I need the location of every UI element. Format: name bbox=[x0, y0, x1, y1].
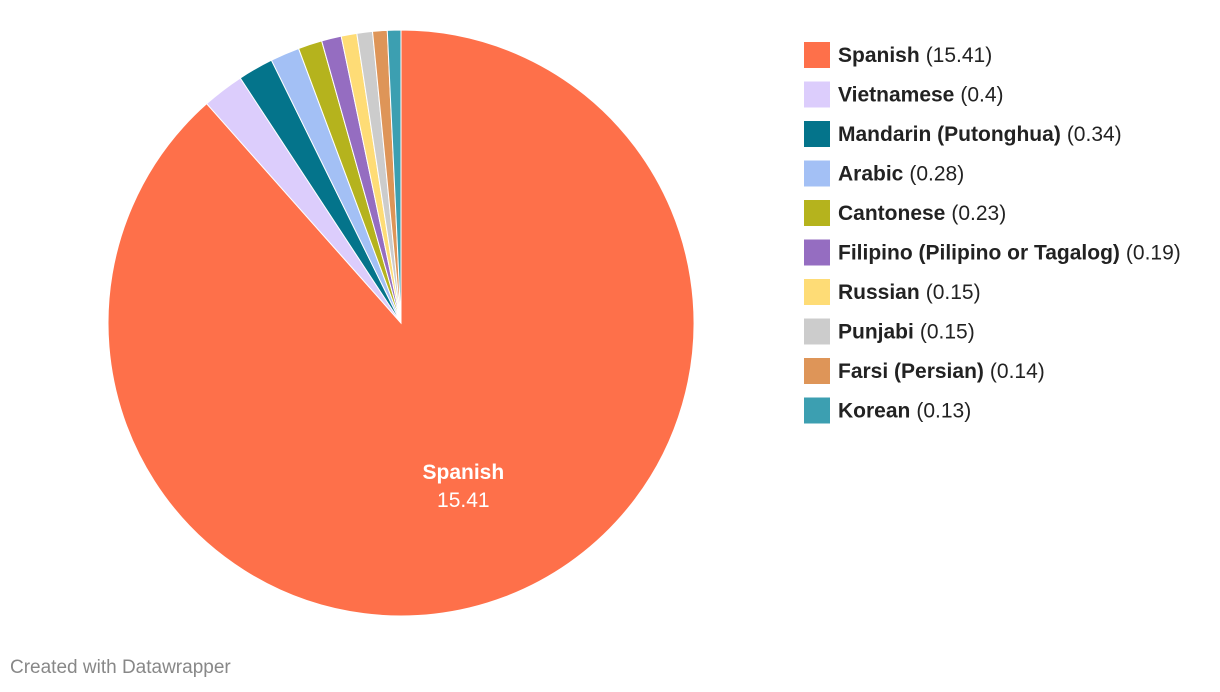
legend-label: Farsi (Persian) (0.14) bbox=[838, 360, 1045, 383]
legend-name: Korean bbox=[838, 399, 910, 422]
legend-name: Punjabi bbox=[838, 320, 914, 343]
legend-label: Filipino (Pilipino or Tagalog) (0.19) bbox=[838, 241, 1181, 264]
legend-value: (0.14) bbox=[990, 360, 1045, 383]
legend-swatch bbox=[804, 397, 830, 424]
legend-swatch bbox=[804, 200, 830, 226]
legend-value: (0.4) bbox=[960, 83, 1003, 106]
slice-label: Spanish bbox=[422, 461, 504, 484]
legend-value: (0.23) bbox=[951, 202, 1006, 225]
legend-label: Russian (0.15) bbox=[838, 281, 981, 304]
legend-name: Vietnamese bbox=[838, 83, 954, 106]
legend-name: Mandarin (Putonghua) bbox=[838, 123, 1061, 146]
legend-value: (0.34) bbox=[1067, 123, 1122, 146]
legend-label: Cantonese (0.23) bbox=[838, 202, 1006, 225]
legend-swatch bbox=[804, 358, 830, 384]
legend-name: Russian bbox=[838, 281, 920, 304]
legend-swatch bbox=[804, 160, 830, 187]
legend-swatch bbox=[804, 239, 830, 266]
legend-swatch bbox=[804, 279, 830, 305]
legend-swatch bbox=[804, 318, 830, 345]
legend-swatch bbox=[804, 81, 830, 108]
legend-value: (0.13) bbox=[916, 399, 971, 422]
legend-value: (15.41) bbox=[926, 44, 993, 67]
legend-name: Cantonese bbox=[838, 202, 945, 225]
legend-label: Punjabi (0.15) bbox=[838, 320, 975, 343]
pie-slice bbox=[386, 29, 402, 324]
legend-value: (0.15) bbox=[926, 281, 981, 304]
legend-swatch bbox=[804, 121, 830, 147]
slice-value: 15.41 bbox=[437, 489, 490, 512]
legend-name: Farsi (Persian) bbox=[838, 360, 984, 383]
legend-name: Filipino (Pilipino or Tagalog) bbox=[838, 241, 1120, 264]
legend-swatch bbox=[804, 42, 830, 68]
legend-value: (0.15) bbox=[920, 320, 975, 343]
credit: Created with Datawrapper bbox=[10, 657, 231, 678]
legend-value: (0.28) bbox=[909, 162, 964, 185]
legend-name: Arabic bbox=[838, 162, 904, 185]
legend-label: Korean (0.13) bbox=[838, 399, 971, 422]
legend-name: Spanish bbox=[838, 44, 920, 67]
legend-label: Spanish (15.41) bbox=[838, 44, 992, 67]
legend-value: (0.19) bbox=[1126, 241, 1181, 264]
legend-label: Vietnamese (0.4) bbox=[838, 83, 1004, 106]
legend-label: Mandarin (Putonghua) (0.34) bbox=[838, 123, 1122, 146]
legend-label: Arabic (0.28) bbox=[838, 162, 964, 185]
